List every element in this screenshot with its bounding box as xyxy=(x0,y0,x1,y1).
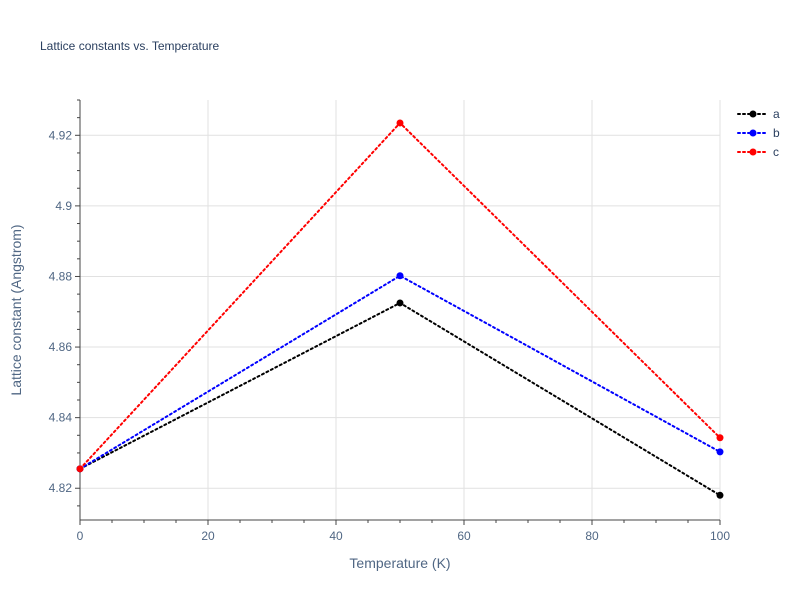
legend-label: a xyxy=(773,107,780,121)
legend-item-b[interactable]: b xyxy=(737,126,780,140)
y-axis-title: Lattice constant (Angstrom) xyxy=(8,224,24,395)
legend-swatch-marker xyxy=(749,110,757,118)
data-point-c[interactable] xyxy=(76,465,84,473)
grid xyxy=(80,100,721,520)
data-point-b[interactable] xyxy=(396,272,404,280)
series-a xyxy=(76,299,724,499)
chart-title: Lattice constants vs. Temperature xyxy=(40,39,220,53)
x-tick-label: 60 xyxy=(457,529,471,543)
legend-item-c[interactable]: c xyxy=(737,145,779,159)
data-point-c[interactable] xyxy=(716,434,724,442)
x-axis-title: Temperature (K) xyxy=(349,555,450,571)
y-tick-label: 4.88 xyxy=(49,269,73,283)
y-tick-label: 4.92 xyxy=(49,128,73,142)
x-tick-label: 80 xyxy=(585,529,599,543)
y-tick-label: 4.84 xyxy=(49,411,73,425)
legend-swatch-marker xyxy=(749,129,757,137)
legend-label: b xyxy=(773,126,780,140)
data-point-c[interactable] xyxy=(396,119,404,127)
legend-item-a[interactable]: a xyxy=(737,107,780,121)
data-point-a[interactable] xyxy=(396,299,404,307)
series-line-c xyxy=(79,121,721,470)
series-c xyxy=(76,119,724,473)
x-tick-label: 20 xyxy=(201,529,215,543)
data-point-b[interactable] xyxy=(716,448,724,456)
series-line-b xyxy=(79,274,721,470)
y-tick-label: 4.86 xyxy=(49,340,73,354)
legend-swatch-marker xyxy=(749,148,757,156)
axes: 0 20 40 60 80 100 4.82 4.84 4.86 4.88 4.9 4.92 xyxy=(49,99,730,543)
x-tick-label: 40 xyxy=(329,529,343,543)
series-layer xyxy=(76,119,724,499)
x-tick-label: 0 xyxy=(77,529,84,543)
legend[interactable]: abc xyxy=(737,107,780,159)
y-tick-label: 4.82 xyxy=(49,481,73,495)
data-point-a[interactable] xyxy=(716,491,724,499)
x-tick-label: 100 xyxy=(710,529,730,543)
y-tick-label: 4.9 xyxy=(55,199,72,213)
legend-label: c xyxy=(773,145,779,159)
